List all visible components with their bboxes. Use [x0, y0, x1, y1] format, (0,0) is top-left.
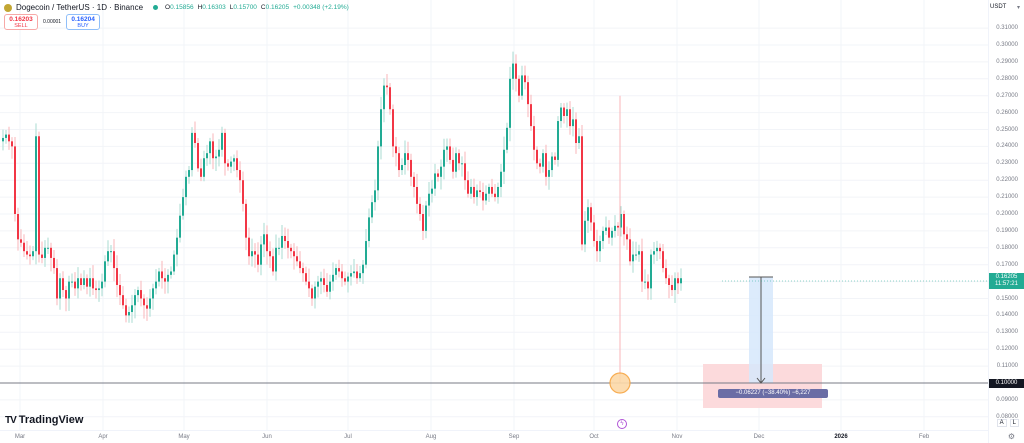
trade-panel: 0.16203 SELL 0.00001 0.16204 BUY — [4, 14, 101, 30]
chevron-down-icon: ▾ — [1016, 5, 1020, 11]
time-tick-label: Apr — [98, 434, 108, 440]
scale-controls: A L — [996, 419, 1019, 427]
time-tick-label: Sep — [508, 434, 520, 440]
time-tick-label: Jul — [344, 434, 352, 440]
chart-legend: Dogecoin / TetherUS · 1D · Binance O0.15… — [4, 3, 349, 12]
auto-scale-button[interactable]: A — [996, 419, 1007, 427]
settings-gear-icon[interactable]: ⚙ — [1007, 432, 1015, 441]
ohlc-values: O0.15856 H0.16303 L0.15700 C0.16205 +0.0… — [165, 4, 349, 11]
time-tick-label: May — [178, 434, 190, 440]
price-change: +0.00348 (+2.19%) — [293, 4, 349, 11]
price-tick-label: 0.30000 — [996, 42, 1018, 48]
price-tick-label: 0.15000 — [996, 295, 1018, 302]
measure-label[interactable]: −0.06227 (−38.40%) −6,227 — [718, 389, 828, 398]
time-tick-label: Mar — [14, 434, 26, 440]
price-tick-label: 0.24000 — [996, 143, 1018, 150]
time-tick-label: Jun — [262, 434, 272, 440]
price-tick-label: 0.21000 — [996, 194, 1018, 201]
price-chart-plot[interactable] — [0, 0, 988, 430]
time-tick-label: Feb — [918, 434, 930, 440]
sell-button[interactable]: 0.16203 SELL — [4, 14, 38, 30]
price-axis[interactable]: USDT ▾ 0.16205 11:57:21 0.10000 0.31000 0… — [988, 0, 1024, 443]
time-tick-label: Dec — [753, 434, 765, 440]
price-tick-label: 0.12000 — [996, 346, 1018, 353]
time-tick-label: Oct — [589, 434, 599, 440]
time-tick-label: 2026 — [834, 434, 848, 440]
time-tick-label: Nov — [671, 434, 683, 440]
current-price-tag: 0.16205 11:57:21 — [989, 273, 1024, 289]
buy-button[interactable]: 0.16204 BUY — [66, 14, 101, 30]
time-tick-label: Aug — [425, 434, 437, 440]
log-scale-button[interactable]: L — [1009, 419, 1019, 427]
dogecoin-logo-icon — [4, 3, 12, 12]
price-tick-label: 0.31000 — [996, 25, 1018, 32]
price-tick-label: 0.28000 — [996, 75, 1018, 82]
price-tick-label: 0.20000 — [996, 211, 1018, 217]
currency-selector[interactable]: USDT ▾ — [990, 4, 1020, 11]
price-tick-label: 0.25000 — [996, 126, 1018, 133]
tradingview-logo[interactable]: TV TradingView — [5, 414, 84, 426]
price-tick-label: 0.29000 — [996, 58, 1018, 65]
event-lightning-icon[interactable]: ϟ — [617, 419, 627, 429]
price-tick-label: 0.13000 — [996, 329, 1018, 336]
symbol-title[interactable]: Dogecoin / TetherUS · 1D · Binance — [16, 3, 144, 12]
spread-value: 0.00001 — [43, 19, 62, 25]
price-tick-label: 0.08000 — [996, 413, 1018, 420]
market-status-icon — [153, 5, 159, 10]
price-tick-label: 0.27000 — [996, 92, 1018, 99]
price-tick-label: 0.18000 — [996, 244, 1018, 251]
time-axis[interactable]: Mar Apr May Jun Jul Aug Sep Oct Nov Dec 2026 Feb — [0, 430, 988, 443]
price-tick-label: 0.14000 — [996, 312, 1018, 319]
horizontal-line-price-tag: 0.10000 — [989, 379, 1024, 388]
price-tick-label: 0.11000 — [996, 363, 1018, 370]
price-tick-label: 0.09000 — [996, 396, 1018, 403]
price-tick-label: 0.26000 — [996, 109, 1018, 116]
price-tick-label: 0.17000 — [996, 261, 1018, 268]
price-tick-label: 0.22000 — [996, 177, 1018, 184]
price-tick-label: 0.23000 — [996, 160, 1018, 167]
price-tick-label: 0.19000 — [996, 227, 1018, 234]
tradingview-mark-icon: TV — [5, 414, 17, 426]
